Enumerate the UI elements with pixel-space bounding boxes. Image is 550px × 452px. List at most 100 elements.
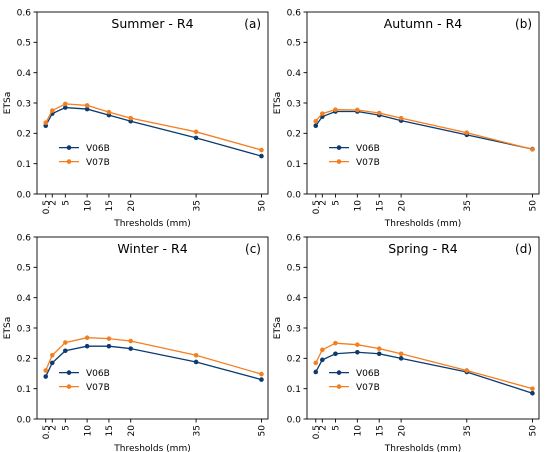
data-point-v06b (128, 346, 134, 351)
data-point-v07b (43, 368, 49, 373)
y-tick-label: 0.4 (287, 294, 302, 304)
x-tick-label: 10 (83, 425, 93, 437)
x-axis-label: Thresholds (mm) (384, 219, 461, 229)
data-point-v06b (49, 360, 55, 366)
data-point-v07b (84, 335, 90, 341)
data-point-v07b (106, 336, 112, 341)
legend-label: V06B (356, 144, 380, 154)
chart-title: Spring - R4 (388, 241, 457, 256)
data-point-v07b (259, 371, 264, 377)
y-axis-label: ETSa (273, 92, 283, 114)
data-point-v07b (376, 110, 382, 116)
y-tick-label: 0.0 (287, 415, 302, 425)
plot-frame (306, 11, 540, 195)
y-tick-label: 0.2 (17, 355, 31, 365)
legend-marker (66, 145, 72, 150)
y-tick-label: 0.5 (17, 264, 31, 274)
data-point-v06b (333, 351, 338, 357)
data-point-v06b (259, 153, 264, 159)
x-axis-label: Thresholds (mm) (113, 444, 190, 452)
x-tick-label: 10 (83, 200, 93, 212)
data-point-v07b (530, 386, 535, 391)
x-tick-label: 15 (375, 425, 385, 436)
x-tick-label: 50 (258, 200, 268, 212)
panel-winter: 0.00.10.20.30.40.50.60.52 5 10 15 20 35 50Thre… (3, 233, 269, 452)
y-tick-label: 0.3 (17, 324, 31, 334)
data-point-v06b (376, 351, 382, 357)
y-tick-label: 0.0 (17, 415, 32, 425)
x-tick-label: 50 (529, 425, 539, 437)
y-axis-label: ETSa (273, 317, 283, 339)
x-tick-label: 15 (105, 425, 115, 436)
y-tick-label: 0.0 (17, 190, 32, 200)
data-point-v06b (193, 135, 199, 141)
x-tick-label: 0.5 (42, 425, 52, 439)
data-point-v07b (320, 111, 325, 116)
y-tick-label: 0.5 (287, 39, 301, 49)
data-point-v06b (43, 374, 49, 379)
legend-label: V07B (356, 158, 380, 168)
data-point-v07b (49, 353, 55, 358)
legend-label: V06B (86, 144, 110, 154)
x-tick-label: 5 (332, 200, 342, 206)
y-tick-label: 0.6 (287, 8, 302, 18)
data-point-v07b (106, 109, 112, 115)
data-point-v07b (464, 368, 470, 373)
x-tick-label: 2 (48, 425, 58, 431)
panel-summer: 0.00.10.20.30.40.50.60.52 5 10 15 20 35 50Thre… (3, 8, 269, 229)
legend-marker (336, 370, 342, 375)
x-tick-label: 2 (48, 200, 58, 206)
series-line-v07b (315, 342, 533, 390)
data-point-v06b (259, 377, 264, 382)
x-tick-label: 20 (397, 425, 407, 437)
y-tick-label: 0.1 (17, 385, 31, 395)
data-point-v07b (530, 147, 535, 152)
x-tick-label: 20 (397, 200, 407, 212)
y-tick-label: 0.0 (287, 190, 302, 200)
x-tick-label: 0.5 (312, 200, 322, 214)
y-tick-label: 0.2 (17, 130, 31, 140)
y-tick-label: 0.1 (287, 385, 301, 395)
data-point-v07b (128, 115, 134, 121)
data-point-v07b (84, 103, 90, 108)
panel-spring: 0.00.10.20.30.40.50.60.52 5 10 15 20 35 50Thre… (273, 233, 540, 452)
x-tick-label: 35 (463, 200, 473, 211)
y-tick-label: 0.2 (287, 130, 301, 140)
data-point-v06b (355, 349, 360, 355)
data-point-v07b (193, 129, 199, 135)
y-tick-label: 0.3 (287, 99, 301, 109)
series-line-v07b (315, 109, 533, 151)
x-tick-label: 35 (463, 425, 473, 436)
y-tick-label: 0.4 (17, 294, 32, 304)
y-tick-label: 0.4 (287, 69, 302, 79)
x-tick-label: 5 (332, 425, 342, 431)
legend-marker (336, 384, 342, 389)
data-point-v07b (259, 147, 264, 153)
data-point-v06b (63, 105, 68, 110)
panel-label: (c) (245, 242, 261, 256)
data-point-v07b (333, 340, 338, 346)
data-point-v07b (63, 101, 68, 107)
x-tick-label: 50 (258, 425, 268, 437)
x-tick-label: 0.5 (312, 425, 322, 439)
data-point-v06b (84, 343, 90, 349)
legend-marker (336, 145, 342, 150)
data-point-v07b (49, 108, 55, 113)
x-tick-label: 2 (319, 200, 329, 206)
panel-label: (d) (515, 242, 532, 256)
x-tick-label: 20 (127, 425, 137, 437)
series-line-v07b (45, 103, 262, 151)
data-point-v07b (313, 360, 319, 366)
x-tick-label: 20 (127, 200, 137, 212)
data-point-v07b (43, 120, 49, 126)
data-point-v06b (313, 123, 319, 129)
legend-label: V07B (86, 158, 110, 168)
y-axis-label: ETSa (3, 92, 13, 114)
x-tick-label: 2 (319, 425, 329, 431)
chart-title: Autumn - R4 (384, 16, 463, 31)
legend-label: V07B (356, 383, 380, 393)
legend-marker (336, 159, 342, 164)
data-point-v07b (320, 347, 325, 353)
plot-frame (36, 236, 269, 420)
